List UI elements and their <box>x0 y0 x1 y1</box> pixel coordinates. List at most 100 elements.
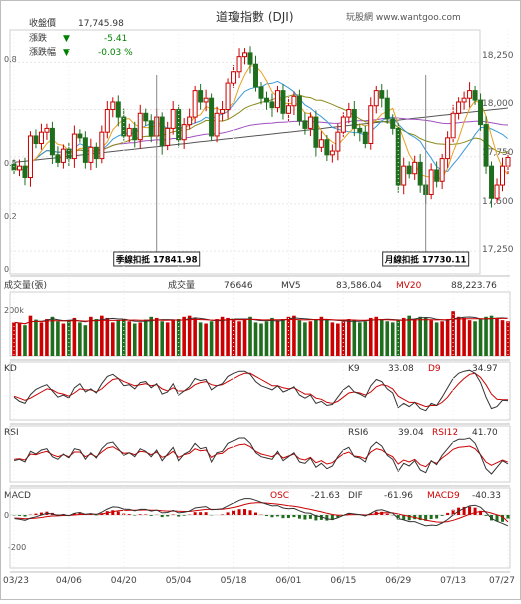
volume-bar <box>18 324 22 356</box>
osc-bar <box>287 515 290 518</box>
candle-down <box>78 134 82 138</box>
volume-bar <box>40 322 44 356</box>
volume-bar <box>276 320 280 356</box>
candle-down <box>264 98 268 102</box>
candle-up <box>446 138 450 159</box>
candle-up <box>61 149 65 162</box>
watermark-text: 玩股網 www.wantgoo.com <box>346 11 461 23</box>
volume-bar <box>182 317 186 356</box>
volume-bar <box>204 324 208 356</box>
x-tick-label: 04/20 <box>111 576 137 586</box>
x-tick-label: 07/13 <box>440 576 466 586</box>
x-tick-label: 06/29 <box>385 576 411 586</box>
candle-up <box>468 91 472 99</box>
volume-title: 成交量(張) <box>4 279 47 291</box>
candle-down <box>363 132 367 143</box>
x-tick-label: 06/01 <box>275 576 301 586</box>
osc-bar <box>172 514 175 515</box>
candle-down <box>281 91 285 114</box>
osc-bar <box>281 515 284 518</box>
macd-tick-0: 0 <box>4 511 9 520</box>
volume-bar <box>424 318 428 356</box>
volume-bar <box>320 317 324 356</box>
mv5-label: MV5 <box>281 281 301 291</box>
volume-bar <box>484 317 488 356</box>
rsi-title: RSI <box>4 428 19 438</box>
volume-bar <box>369 318 373 356</box>
osc-value: -21.63 <box>311 491 340 501</box>
volume-bar <box>363 321 367 356</box>
info-label-change: 漲跌 <box>29 33 47 44</box>
candle-up <box>171 110 175 129</box>
osc-bar <box>238 509 241 515</box>
candle-up <box>28 136 32 178</box>
candle-up <box>308 117 312 128</box>
candle-down <box>270 102 274 108</box>
volume-bar <box>23 325 27 356</box>
osc-bar <box>199 512 202 515</box>
volume-bar <box>440 321 444 356</box>
candle-up <box>89 147 93 162</box>
candle-down <box>396 128 400 185</box>
osc-bar <box>441 515 444 516</box>
osc-bar <box>227 512 230 515</box>
x-tick-label: 05/18 <box>221 576 247 586</box>
candle-down <box>56 155 60 163</box>
osc-bar <box>205 512 208 515</box>
osc-bar <box>265 515 268 516</box>
candle-down <box>380 91 384 99</box>
candle-up <box>243 53 247 57</box>
volume-bar <box>490 316 494 356</box>
volume-bar <box>89 317 93 356</box>
osc-bar <box>276 515 279 516</box>
volume-bar <box>243 319 247 356</box>
price-tick-18000: 18,000 <box>482 99 514 109</box>
candle-up <box>347 110 351 118</box>
candle-down <box>254 64 258 87</box>
candle-up <box>72 134 76 159</box>
macd9-label: MACD9 <box>427 491 460 501</box>
volume-bar <box>78 322 82 356</box>
volume-bar <box>84 325 88 356</box>
volume-bar <box>407 316 411 356</box>
volume-bar <box>451 311 455 356</box>
osc-bar <box>128 514 131 515</box>
volume-bar <box>462 318 466 356</box>
left-tick-0.8: 0.8 <box>4 55 17 64</box>
candle-down <box>435 170 439 181</box>
candle-up <box>232 72 236 83</box>
volume-bar <box>144 320 148 356</box>
osc-bar <box>243 509 246 515</box>
osc-bar <box>34 514 37 515</box>
volume-bar <box>73 318 77 356</box>
volume-bar <box>265 321 269 356</box>
volume-bar <box>281 319 285 356</box>
candle-up <box>336 132 340 151</box>
volume-bar <box>215 319 219 356</box>
candle-up <box>402 166 406 185</box>
macd-tick-neg200: -200 <box>8 543 26 552</box>
candle-up <box>193 91 197 117</box>
info-label-close: 收盤價 <box>29 17 56 29</box>
volume-bar <box>199 322 203 356</box>
callout-label: 月線扣抵 17730.11 <box>384 255 467 266</box>
volume-bar <box>292 316 296 356</box>
candle-down <box>12 164 16 170</box>
volume-bar <box>45 319 49 356</box>
volume-bar <box>237 321 241 356</box>
volume-bar <box>385 321 389 356</box>
osc-bar <box>23 515 26 517</box>
rsi12-value: 41.70 <box>472 428 498 438</box>
volume-bar <box>171 320 175 356</box>
candle-up <box>330 151 334 155</box>
price-tick-18250: 18,250 <box>482 51 514 61</box>
candle-up <box>413 162 417 173</box>
candle-up <box>105 110 109 133</box>
osc-bar <box>474 508 477 515</box>
candle-down <box>490 166 494 198</box>
volume-label: 成交量 <box>168 279 195 291</box>
down-arrow-icon: ▼ <box>63 48 70 58</box>
x-tick-label: 06/15 <box>330 576 356 586</box>
